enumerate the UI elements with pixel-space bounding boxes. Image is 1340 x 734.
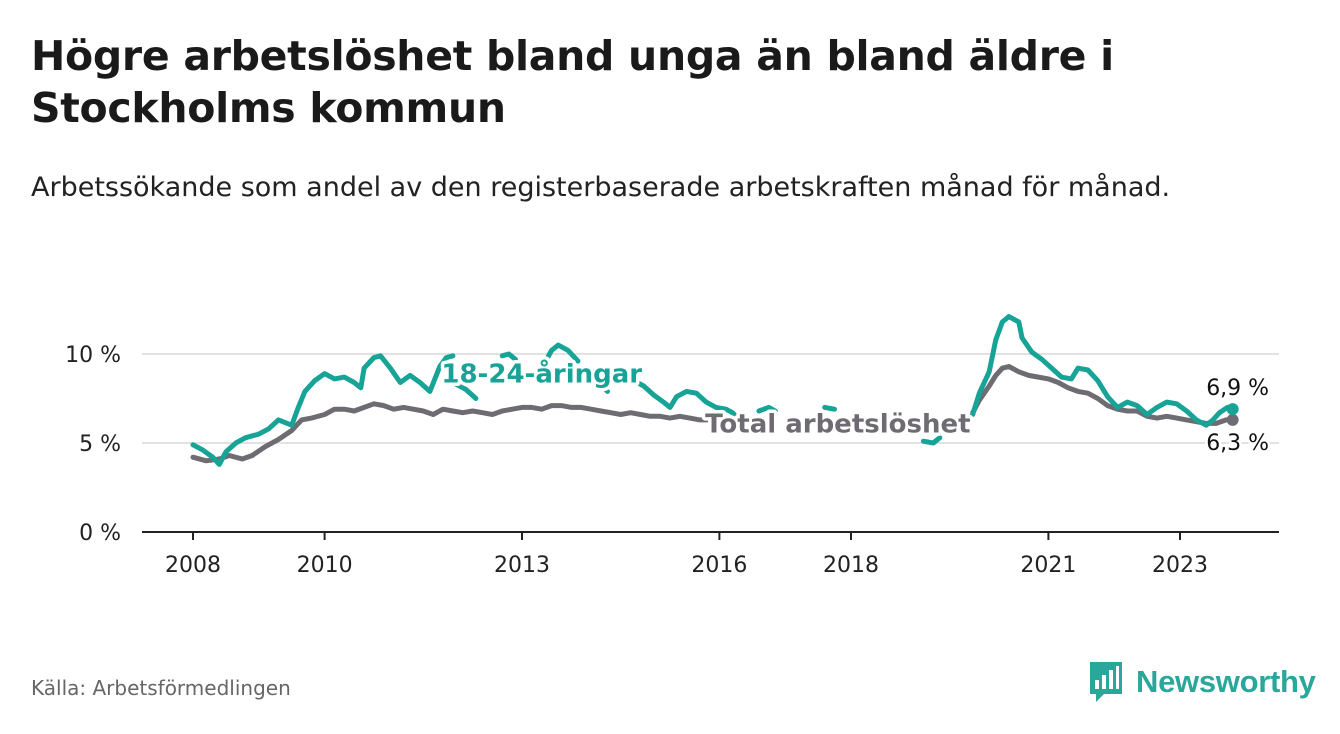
series-line-youth-segment-4 — [598, 381, 610, 394]
series-line-youth-segment-0 — [190, 353, 456, 467]
x-tick-label: 2021 — [1020, 553, 1076, 578]
x-tick-label: 2013 — [494, 553, 550, 578]
series-line-youth-segment-2 — [499, 351, 518, 362]
newsworthy-logo: Newsworthy — [1088, 660, 1316, 704]
newsworthy-chart-icon — [1090, 662, 1122, 702]
chart-subtitle: Arbetssökande som andel av den registerb… — [31, 172, 1171, 203]
series-line-youth-segment-9 — [970, 314, 1236, 428]
series-label-total: Total arbetslöshet — [705, 409, 970, 439]
source-note: Källa: Arbetsförmedlingen — [31, 676, 291, 700]
series-line-youth-segment-8 — [920, 435, 943, 446]
y-tick-label: 5 % — [79, 432, 121, 457]
brand-name: Newsworthy — [1136, 664, 1316, 699]
x-tick-label: 2010 — [297, 553, 353, 578]
x-tick-label: 2008 — [165, 553, 221, 578]
x-tick-label: 2023 — [1152, 553, 1208, 578]
chart-title: Högre arbetslöshet bland unga än bland ä… — [31, 32, 1114, 132]
series-label-youth: 18-24-åringar — [441, 358, 642, 390]
series-line-total-segment-1 — [970, 364, 1236, 426]
series-line-youth-segment-6 — [756, 404, 778, 414]
y-tick-label: 10 % — [65, 343, 121, 368]
x-tick-label: 2018 — [823, 553, 879, 578]
end-label-youth: 6,9 % — [1206, 376, 1269, 401]
series-line-youth-segment-3 — [539, 342, 581, 371]
series-line-youth-segment-7 — [822, 404, 837, 412]
y-tick-label: 0 % — [79, 521, 121, 546]
end-point-youth — [1226, 403, 1239, 416]
series-line-total-segment-0 — [190, 401, 742, 464]
end-label-total: 6,3 % — [1206, 431, 1269, 456]
series-line-youth-segment-5 — [631, 378, 742, 423]
x-tick-label: 2016 — [691, 553, 747, 578]
series-line-youth-segment-1 — [453, 381, 479, 401]
end-point-total — [1226, 413, 1239, 426]
